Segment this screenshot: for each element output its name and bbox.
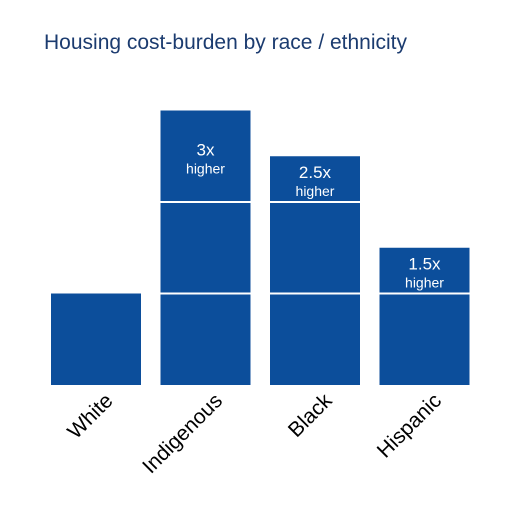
multiplier-label-black: 2.5x	[299, 163, 332, 182]
category-label-indigenous: Indigenous	[138, 389, 227, 478]
bar-indigenous	[160, 110, 251, 385]
higher-label-black: higher	[296, 183, 335, 199]
chart-title: Housing cost-burden by race / ethnicity	[44, 31, 408, 54]
bar-hispanic	[379, 247, 470, 385]
higher-label-hispanic: higher	[405, 275, 444, 291]
multiplier-label-hispanic: 1.5x	[408, 255, 441, 274]
category-label-hispanic: Hispanic	[373, 389, 446, 462]
multiplier-label-indigenous: 3x	[197, 140, 215, 159]
category-label-white: White	[63, 389, 117, 443]
bar-black	[270, 156, 360, 385]
higher-label-indigenous: higher	[186, 160, 225, 176]
bar-white	[51, 293, 141, 385]
category-label-black: Black	[284, 389, 337, 442]
